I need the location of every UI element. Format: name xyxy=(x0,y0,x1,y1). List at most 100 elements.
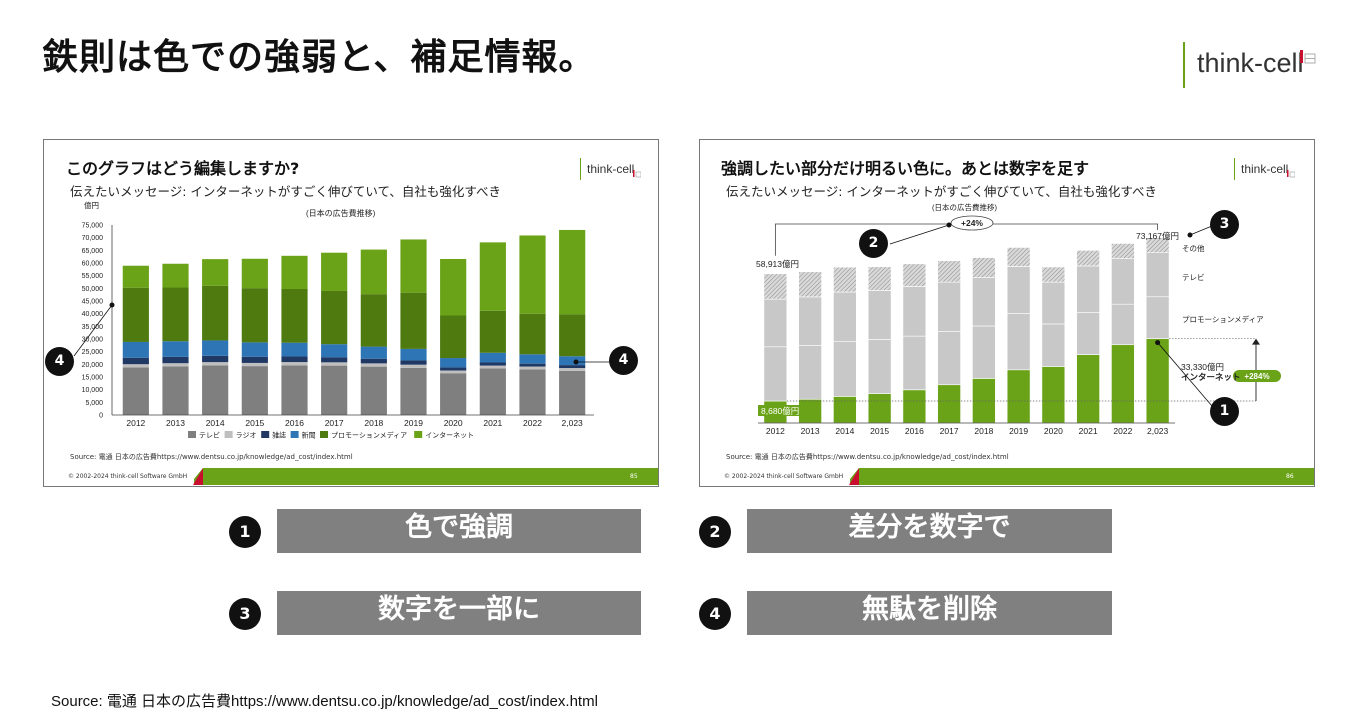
right-marker-1-line xyxy=(1157,342,1213,407)
left-bar-segment xyxy=(519,366,546,370)
left-bar-segment xyxy=(479,242,506,311)
right-internet-start-bg xyxy=(758,405,806,417)
right-total-end-label: 73,167億円 xyxy=(1136,231,1179,241)
left-y-tick: 20,000 xyxy=(82,362,104,369)
left-bar-segment xyxy=(519,313,546,355)
left-y-tick: 0 xyxy=(99,413,103,420)
right-bar-segment xyxy=(1145,252,1170,298)
left-x-tick: 2,023 xyxy=(562,418,584,428)
left-panel-footer: © 2002-2024 think-cell Software GmbH 85 xyxy=(44,468,658,485)
left-legend-swatch xyxy=(188,431,196,438)
right-bar-segment xyxy=(1145,338,1170,424)
right-x-tick: 2021 xyxy=(1079,426,1098,436)
right-bar-segment xyxy=(867,290,892,340)
left-panel-brand-icon xyxy=(633,164,642,183)
left-bar-segment xyxy=(321,290,348,345)
left-bar-segment xyxy=(360,294,387,347)
right-x-tick: 2020 xyxy=(1044,426,1063,436)
right-bar-segment xyxy=(1006,313,1031,371)
left-bar-segment xyxy=(241,356,268,363)
right-bar-segment xyxy=(1041,281,1066,325)
left-bar-segment xyxy=(360,346,387,359)
right-bar-segment xyxy=(1111,258,1135,305)
left-bar-segment xyxy=(202,259,229,286)
left-bar-segment xyxy=(122,367,149,415)
takeaway-3-number: 3 xyxy=(229,598,261,630)
left-bar-segment xyxy=(400,360,427,365)
left-y-tick: 50,000 xyxy=(82,286,104,293)
left-bar-segment xyxy=(162,287,189,342)
left-bar-segment xyxy=(479,365,506,369)
left-bar-segment xyxy=(122,364,149,368)
right-internet-start-label: 8,680億円 xyxy=(761,406,799,416)
right-marker-2-line xyxy=(889,224,950,245)
left-y-unit: 億円 xyxy=(84,200,99,210)
right-marker-3: 3 xyxy=(1210,210,1239,239)
left-x-tick: 2014 xyxy=(206,418,225,428)
right-bar-segment xyxy=(1006,266,1031,314)
left-bar-segment xyxy=(241,366,268,415)
right-chart-title: (日本の広告費推移) xyxy=(932,202,997,212)
left-y-tick: 15,000 xyxy=(82,375,104,382)
left-panel-source: Source: 電通 日本の広告費https://www.dentsu.co.j… xyxy=(70,453,353,461)
left-bar-segment xyxy=(440,258,467,316)
right-bar-segment xyxy=(833,266,857,293)
right-bar-segment xyxy=(1076,250,1100,267)
page-source: Source: 電通 日本の広告費https://www.dentsu.co.j… xyxy=(51,693,598,710)
left-x-tick: 2017 xyxy=(325,418,344,428)
right-bar-segment xyxy=(867,339,892,394)
right-internet-growth-bubble xyxy=(1233,370,1281,382)
left-legend-swatch xyxy=(414,431,423,438)
left-bar-segment xyxy=(122,357,149,365)
right-bar-segment xyxy=(798,271,822,298)
left-bar-segment xyxy=(202,340,229,356)
right-bar-segment xyxy=(763,298,788,348)
left-panel-brand: think-cell xyxy=(587,162,635,176)
left-bar-segment xyxy=(241,362,268,367)
right-panel-subtitle: 伝えたいメッセージ: インターネットがすごく伸びていて、自社も強化すべき xyxy=(726,184,1158,199)
left-marker-4-left: 4 xyxy=(45,347,74,376)
right-x-tick: 2017 xyxy=(940,426,959,436)
left-bar-segment xyxy=(202,362,229,366)
left-x-tick: 2012 xyxy=(126,418,145,428)
left-bar-segment xyxy=(519,235,546,314)
left-bar-segment xyxy=(321,365,348,415)
brand-divider xyxy=(1183,42,1185,88)
right-x-tick: 2015 xyxy=(870,426,889,436)
left-bar-segment xyxy=(281,342,308,357)
right-internet-growth-arrowhead xyxy=(1252,338,1260,345)
left-bar-segment xyxy=(241,342,268,357)
right-bar-segment xyxy=(833,291,857,342)
left-bar-segment xyxy=(162,356,189,364)
left-bar-segment xyxy=(559,370,586,415)
left-legend-swatch xyxy=(261,431,270,438)
right-bar-segment xyxy=(833,341,857,397)
right-stacked-bar-chart: (日本の広告費推移) 2012 2013 2014 2015 2016 2017 2018 20… xyxy=(756,202,1281,436)
right-panel-copyright: © 2002-2024 think-cell Software GmbH xyxy=(724,473,844,480)
right-bar-segment xyxy=(902,286,927,337)
left-legend-swatch xyxy=(290,431,299,438)
left-panel-subtitle: 伝えたいメッセージ: インターネットがすごく伸びていて、自社も強化すべき xyxy=(70,184,502,199)
left-panel-title: このグラフはどう編集しますか? xyxy=(66,159,300,178)
left-bar-segment xyxy=(360,363,387,367)
left-bar-segment xyxy=(281,365,308,415)
left-marker-4-right: 4 xyxy=(609,346,638,375)
left-x-tick: 2019 xyxy=(404,418,423,428)
right-internet-end-name: インターネット xyxy=(1181,372,1241,382)
left-bar-segment xyxy=(162,263,189,288)
left-x-tick: 2015 xyxy=(245,418,264,428)
right-bar-segment xyxy=(1076,354,1100,424)
right-total-growth-label: +24% xyxy=(961,218,983,228)
right-bar-segment xyxy=(972,325,996,379)
right-x-tick: 2,023 xyxy=(1147,426,1169,436)
right-marker-2: 2 xyxy=(859,229,888,258)
left-x-tick: 2022 xyxy=(523,418,542,428)
left-y-tick: 35,000 xyxy=(82,324,104,331)
left-y-tick: 45,000 xyxy=(82,299,104,306)
left-bar-segment xyxy=(400,239,427,293)
takeaway-4-label: 無駄を削除 xyxy=(747,591,1112,635)
left-y-tick: 65,000 xyxy=(82,248,104,255)
right-bar-segment xyxy=(937,384,961,424)
right-bar-segment xyxy=(1041,366,1066,424)
left-bar-segment xyxy=(321,362,348,366)
